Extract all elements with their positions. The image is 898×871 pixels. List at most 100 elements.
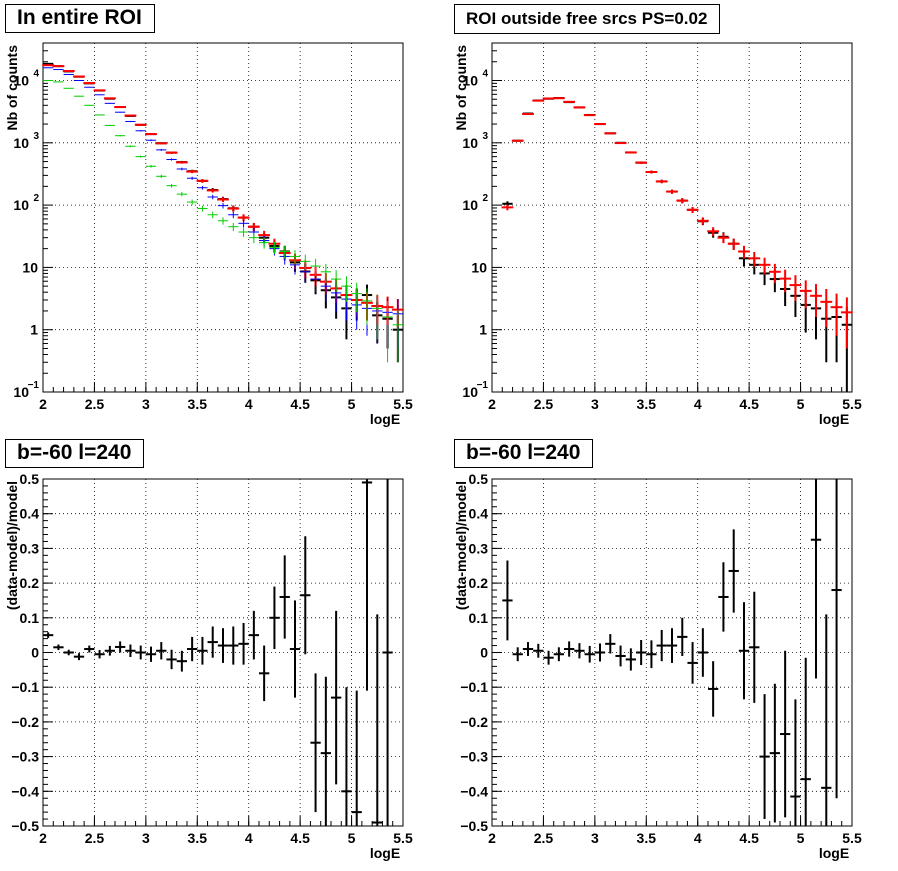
x-tick-label: 5.5 bbox=[393, 830, 413, 846]
y-tick-label: 10 bbox=[13, 73, 29, 89]
y-tick-label: 10 bbox=[13, 135, 29, 151]
y-axis-label: (data-model)/model bbox=[4, 481, 20, 610]
x-tick-label: 4.5 bbox=[290, 830, 310, 846]
y-tick-label: 10 bbox=[22, 259, 38, 275]
y-tick-exponent: 2 bbox=[33, 193, 39, 204]
y-tick-label: 0 bbox=[31, 645, 39, 661]
x-tick-label: 5 bbox=[348, 830, 356, 846]
y-tick-label: 1 bbox=[479, 322, 487, 338]
plot-frame bbox=[42, 42, 404, 393]
x-tick-label: 5 bbox=[797, 830, 805, 846]
y-tick-label: 0.3 bbox=[469, 540, 489, 556]
y-tick-label: 0.4 bbox=[469, 506, 489, 522]
y-tick-label: 10 bbox=[462, 135, 478, 151]
panel-3: 2 2.5 3 3.5 4 4.5 5 5.5 −0.5 −0.4 −0.3 −0.2 −0.1 0 0.1… bbox=[4, 471, 413, 861]
x-tick-label: 5.5 bbox=[393, 396, 413, 412]
y-tick-label: 0.1 bbox=[20, 610, 40, 626]
y-tick-label: 10 bbox=[462, 384, 478, 400]
y-axis-label: Nb of counts bbox=[453, 45, 469, 131]
y-tick-exponent: 2 bbox=[482, 193, 488, 204]
y-tick-label: 0.1 bbox=[469, 610, 489, 626]
x-axis-label: logE bbox=[370, 411, 400, 427]
series-4 bbox=[43, 80, 403, 363]
y-tick-label: 0.3 bbox=[20, 540, 40, 556]
y-tick-label: 10 bbox=[462, 73, 478, 89]
y-tick-exponent: −1 bbox=[28, 380, 40, 391]
plot-frame bbox=[42, 478, 404, 827]
x-tick-label: 2 bbox=[39, 830, 47, 846]
series-1 bbox=[502, 97, 852, 392]
x-tick-label: 3 bbox=[591, 830, 599, 846]
y-tick-exponent: −1 bbox=[477, 380, 489, 391]
x-tick-label: 4.5 bbox=[739, 396, 759, 412]
x-tick-label: 2 bbox=[488, 830, 496, 846]
y-axis-label: (data-model)/model bbox=[453, 481, 469, 610]
x-tick-label: 3 bbox=[591, 396, 599, 412]
y-tick-label: 0.4 bbox=[20, 506, 40, 522]
y-tick-exponent: 3 bbox=[482, 131, 488, 142]
x-tick-label: 4 bbox=[245, 830, 253, 846]
panel-3-title: b=-60 l=240 bbox=[5, 439, 145, 468]
x-axis-label: logE bbox=[819, 411, 849, 427]
y-tick-label: −0.2 bbox=[460, 714, 488, 730]
x-tick-label: 4 bbox=[694, 830, 702, 846]
x-tick-label: 2.5 bbox=[534, 396, 554, 412]
x-tick-label: 2.5 bbox=[85, 396, 105, 412]
x-tick-label: 4 bbox=[245, 396, 253, 412]
x-tick-label: 3.5 bbox=[637, 830, 657, 846]
series-1 bbox=[502, 479, 842, 826]
y-tick-exponent: 4 bbox=[482, 69, 488, 80]
y-tick-label: −0.4 bbox=[460, 783, 488, 799]
y-tick-label: 10 bbox=[13, 384, 29, 400]
y-tick-label: 0.5 bbox=[20, 471, 40, 487]
x-tick-label: 4.5 bbox=[739, 830, 759, 846]
y-tick-label: −0.4 bbox=[11, 783, 39, 799]
x-tick-label: 2.5 bbox=[534, 830, 554, 846]
y-tick-label: −0.1 bbox=[460, 679, 488, 695]
x-tick-label: 2 bbox=[39, 396, 47, 412]
x-axis-label: logE bbox=[370, 845, 400, 861]
series-2 bbox=[501, 97, 853, 349]
y-tick-label: 10 bbox=[471, 259, 487, 275]
x-tick-label: 3.5 bbox=[188, 396, 208, 412]
y-tick-label: 0.5 bbox=[469, 471, 489, 487]
y-tick-label: 0.2 bbox=[469, 575, 489, 591]
panel-1-title: In entire ROI bbox=[5, 4, 155, 33]
series-1 bbox=[43, 479, 393, 826]
y-tick-label: −0.5 bbox=[11, 818, 39, 834]
y-tick-exponent: 3 bbox=[33, 131, 39, 142]
series-1 bbox=[43, 62, 403, 363]
x-axis-label: logE bbox=[819, 845, 849, 861]
y-tick-label: 0.2 bbox=[20, 575, 40, 591]
y-axis-label: Nb of counts bbox=[4, 45, 20, 131]
panel-4-title: b=-60 l=240 bbox=[454, 439, 594, 468]
y-tick-label: −0.5 bbox=[460, 818, 488, 834]
y-tick-label: −0.1 bbox=[11, 679, 39, 695]
x-tick-label: 4.5 bbox=[290, 396, 310, 412]
x-tick-label: 2 bbox=[488, 396, 496, 412]
panel-4: 2 2.5 3 3.5 4 4.5 5 5.5 −0.5 −0.4 −0.3 −0.2 −0.1 0 0.1… bbox=[453, 471, 862, 861]
x-tick-label: 2.5 bbox=[85, 830, 105, 846]
x-tick-label: 5 bbox=[797, 396, 805, 412]
y-tick-label: 10 bbox=[462, 197, 478, 213]
y-tick-exponent: 4 bbox=[33, 69, 39, 80]
x-tick-label: 3 bbox=[142, 830, 150, 846]
y-tick-label: 0 bbox=[480, 645, 488, 661]
x-tick-label: 3.5 bbox=[188, 830, 208, 846]
x-tick-label: 5.5 bbox=[842, 396, 862, 412]
x-tick-label: 3 bbox=[142, 396, 150, 412]
x-tick-label: 3.5 bbox=[637, 396, 657, 412]
plot-frame bbox=[491, 42, 853, 393]
plot-frame bbox=[491, 478, 853, 827]
panel-2-title: ROI outside free srcs PS=0.02 bbox=[454, 4, 721, 34]
y-tick-label: 10 bbox=[13, 197, 29, 213]
y-tick-label: −0.2 bbox=[11, 714, 39, 730]
y-tick-label: −0.3 bbox=[11, 749, 39, 765]
y-tick-label: −0.3 bbox=[460, 749, 488, 765]
series-2 bbox=[42, 64, 404, 328]
x-tick-label: 5.5 bbox=[842, 830, 862, 846]
y-tick-label: 1 bbox=[30, 322, 38, 338]
